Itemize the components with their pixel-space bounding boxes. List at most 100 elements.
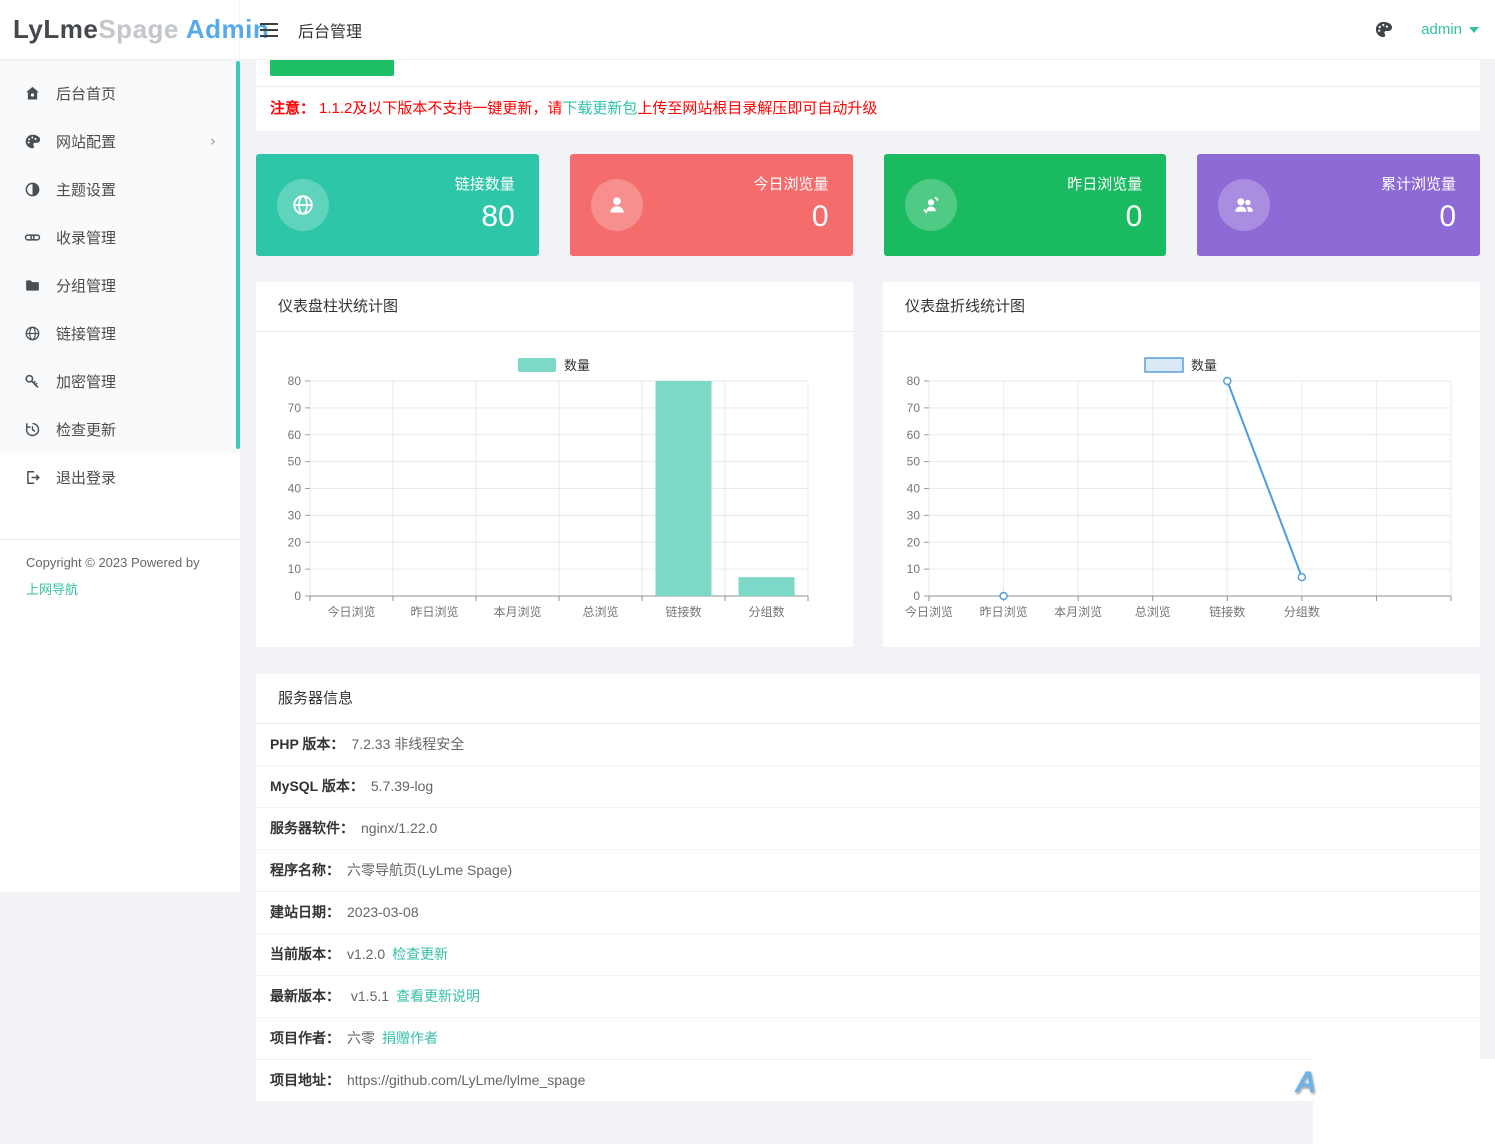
svg-text:分组数: 分组数: [1284, 604, 1320, 619]
svg-text:分组数: 分组数: [748, 604, 784, 619]
sidebar-item-label: 退出登录: [56, 469, 117, 487]
server-info-row: 服务器软件： nginx/1.22.0: [256, 808, 1480, 850]
download-update-link[interactable]: 下载更新包: [562, 100, 638, 117]
bar-chart-title: 仪表盘柱状统计图: [256, 282, 853, 332]
svg-text:数量: 数量: [1191, 358, 1217, 373]
stat-value: 80: [481, 199, 515, 233]
sidebar-item-palette[interactable]: 网站配置 ›: [0, 117, 240, 165]
svg-text:60: 60: [288, 428, 302, 442]
logo-part-spage: Spage: [98, 14, 179, 44]
chevron-right-icon: ›: [210, 132, 216, 150]
svg-text:50: 50: [907, 455, 921, 469]
stat-value: 0: [1125, 199, 1143, 233]
stat-label: 今日浏览量: [753, 175, 829, 193]
svg-text:10: 10: [288, 562, 302, 576]
stat-label: 累计浏览量: [1380, 175, 1456, 193]
theme-palette-icon[interactable]: [1374, 20, 1393, 39]
server-row-link[interactable]: 检查更新: [392, 946, 449, 962]
stat-icon-circle: [904, 179, 957, 231]
home-icon: [26, 86, 39, 99]
svg-text:80: 80: [907, 374, 921, 388]
svg-text:20: 20: [907, 535, 921, 549]
bottom-right-overlay: [1313, 1059, 1495, 1144]
server-row-value: 六零导航页(LyLme Spage): [347, 862, 513, 878]
stat-card-globe: 链接数量 80: [256, 154, 539, 256]
sidebar-item-home[interactable]: 后台首页: [0, 69, 240, 117]
key-icon: [25, 374, 39, 388]
link-icon: [24, 233, 41, 241]
users-icon: [1235, 198, 1254, 212]
stat-value: 0: [1439, 199, 1456, 233]
svg-text:80: 80: [288, 374, 302, 388]
server-row-label: 服务器软件：: [270, 820, 354, 836]
notice-prefix: 注意：: [270, 100, 316, 117]
svg-text:昨日浏览: 昨日浏览: [980, 604, 1028, 619]
sidebar-item-key[interactable]: 加密管理: [0, 357, 240, 405]
sidebar-item-link[interactable]: 收录管理: [0, 213, 240, 261]
server-row-value: 六零: [347, 1030, 375, 1046]
server-info-row: 建站日期： 2023-03-08: [256, 892, 1480, 934]
svg-text:20: 20: [288, 535, 302, 549]
sidebar-menu: 后台首页网站配置 › 主题设置收录管理分组管理 链接管理 加密管理 检查更新: [0, 60, 240, 453]
top-bar: 后台管理 admin: [240, 0, 1495, 59]
update-notice: 注意： 1.1.2及以下版本不支持一键更新，请下载更新包上传至网站根目录解压即可自…: [256, 87, 1480, 131]
server-row-value: nginx/1.22.0: [361, 820, 438, 836]
svg-text:本月浏览: 本月浏览: [1054, 604, 1102, 619]
server-row-value: v1.2.0: [347, 946, 386, 962]
user-icon: [609, 197, 624, 213]
page-title: 后台管理: [298, 23, 363, 41]
sidebar-item-globe[interactable]: 链接管理: [0, 309, 240, 357]
sidebar-item-label: 收录管理: [56, 229, 117, 247]
server-row-link[interactable]: 查看更新说明: [396, 988, 481, 1004]
svg-text:30: 30: [288, 508, 302, 522]
server-row-label: 最新版本：: [270, 988, 340, 1004]
stat-value: 0: [811, 199, 829, 233]
server-info-rows: PHP 版本： 7.2.33 非线程安全 MySQL 版本： 5.7.39-log 服务…: [256, 724, 1480, 1102]
hamburger-icon[interactable]: [259, 22, 279, 38]
user-dropdown[interactable]: admin: [1421, 21, 1479, 38]
svg-text:40: 40: [907, 482, 921, 496]
server-info-title: 服务器信息: [256, 674, 1480, 724]
main-content: 注意： 1.1.2及以下版本不支持一键更新，请下载更新包上传至网站根目录解压即可自…: [240, 60, 1495, 1144]
sidebar-item-folder[interactable]: 分组管理: [0, 261, 240, 309]
sidebar-item-contrast[interactable]: 主题设置: [0, 165, 240, 213]
sidebar-item-history[interactable]: 检查更新: [0, 405, 240, 453]
server-row-value: v1.5.1: [347, 988, 390, 1004]
server-row-link[interactable]: 捐赠作者: [382, 1030, 438, 1046]
caret-down-icon: [1469, 26, 1479, 33]
server-info-row: MySQL 版本： 5.7.39-log: [256, 766, 1480, 808]
copyright-text: Copyright © 2023 Powered by: [26, 555, 200, 570]
server-row-label: PHP 版本：: [270, 736, 345, 752]
svg-text:总浏览: 总浏览: [582, 604, 618, 619]
stat-card-users: 累计浏览量 0: [1197, 154, 1480, 256]
server-row-label: 项目作者：: [270, 1030, 340, 1046]
svg-text:0: 0: [913, 589, 920, 603]
server-row-label: 当前版本：: [270, 946, 340, 962]
server-row-label: 程序名称：: [270, 862, 340, 878]
svg-text:链接数: 链接数: [1209, 604, 1245, 619]
logo-part-lylme: LyLme: [13, 14, 99, 44]
update-button[interactable]: [270, 60, 394, 76]
svg-text:10: 10: [907, 562, 921, 576]
sidebar-scrollbar[interactable]: [236, 61, 240, 449]
top-header: LyLme Spage Admin 后台管理 admin: [0, 0, 1495, 60]
server-row-value: https://github.com/LyLme/lylme_spage: [347, 1072, 586, 1088]
line-chart-title: 仪表盘折线统计图: [883, 282, 1480, 332]
charts-row: 仪表盘柱状统计图 0 10 20 30 40 50 60 70 80 今日浏览 昨日浏览 本月浏览 总浏…: [256, 282, 1480, 647]
copyright-link[interactable]: 上网导航: [26, 582, 79, 597]
globe-icon: [293, 195, 313, 215]
stat-card-user-refresh: 昨日浏览量 0: [883, 154, 1167, 256]
sidebar-footer: Copyright © 2023 Powered by 上网导航: [0, 539, 240, 599]
svg-text:数量: 数量: [564, 358, 590, 373]
svg-text:今日浏览: 今日浏览: [905, 604, 953, 619]
svg-text:60: 60: [907, 428, 921, 442]
sidebar-item-label: 后台首页: [56, 85, 117, 103]
sidebar: 后台首页网站配置 › 主题设置收录管理分组管理 链接管理 加密管理 检查更新 退出登录 C…: [0, 60, 240, 892]
palette-icon: [25, 134, 41, 148]
svg-text:0: 0: [294, 589, 301, 603]
server-row-value: 2023-03-08: [347, 904, 419, 920]
sidebar-item-label: 网站配置: [56, 133, 117, 151]
svg-text:70: 70: [288, 401, 302, 415]
svg-text:70: 70: [907, 401, 921, 415]
sidebar-item-logout[interactable]: 退出登录: [0, 453, 240, 501]
